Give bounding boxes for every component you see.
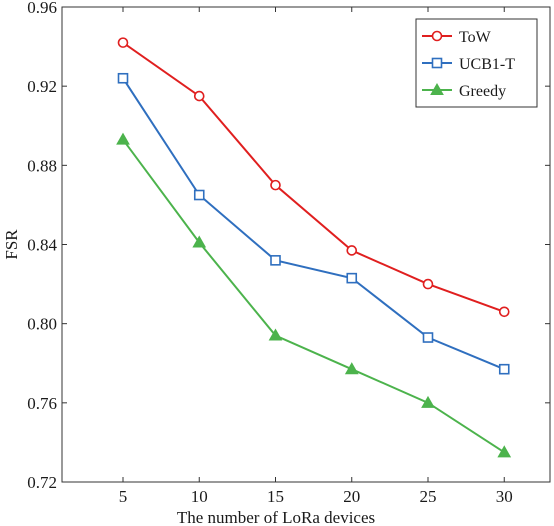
- data-point-tow: [498, 306, 510, 318]
- legend-label-tow: ToW: [459, 29, 492, 46]
- series-line-greedy: [122, 139, 505, 454]
- data-point-ucb1-t: [422, 332, 434, 343]
- x-tick-label: 5: [119, 487, 128, 506]
- y-tick-label: 0.84: [27, 236, 57, 255]
- data-point-ucb1-t: [498, 363, 510, 375]
- y-axis-title: FSR: [2, 229, 21, 260]
- legend-marker-tow: [431, 30, 443, 42]
- data-point-ucb1-t: [193, 189, 205, 201]
- y-tick-label: 0.88: [27, 156, 57, 175]
- y-tick-label: 0.72: [27, 473, 57, 492]
- y-tick-label: 0.76: [27, 394, 57, 413]
- x-tick-label: 20: [343, 487, 360, 506]
- y-tick-label: 0.96: [27, 0, 57, 17]
- x-tick-label: 15: [267, 487, 284, 506]
- data-point-tow: [346, 245, 358, 256]
- data-point-ucb1-t: [346, 272, 358, 284]
- data-point-ucb1-t: [117, 72, 129, 84]
- legend-label-greedy: Greedy: [459, 83, 506, 100]
- data-point-greedy: [192, 235, 207, 248]
- y-tick-label: 0.92: [27, 77, 57, 96]
- data-point-tow: [422, 278, 434, 290]
- data-point-tow: [270, 179, 281, 191]
- tick-marks: [62, 6, 550, 483]
- data-point-greedy: [268, 328, 283, 341]
- data-point-tow: [117, 37, 129, 48]
- data-point-greedy: [116, 132, 130, 145]
- x-tick-label: 10: [191, 487, 208, 506]
- legend-label-ucb1-t: UCB1-T: [459, 56, 515, 73]
- series-line-tow: [122, 41, 505, 313]
- legend-marker-greedy: [430, 82, 444, 95]
- data-point-greedy: [497, 445, 512, 458]
- x-axis-title: The number of LoRa devices: [177, 508, 375, 526]
- series-line-ucb1-t: [122, 77, 505, 371]
- legend: ToW UCB1-T Greedy: [415, 18, 538, 108]
- legend-marker-ucb1-t: [431, 57, 443, 69]
- y-tick-label: 0.80: [27, 315, 57, 334]
- x-tick-label: 25: [420, 487, 437, 506]
- data-point-greedy: [421, 395, 435, 408]
- data-point-tow: [193, 90, 205, 102]
- data-point-greedy: [344, 362, 359, 375]
- data-point-ucb1-t: [270, 255, 281, 266]
- series-lines: [116, 37, 512, 458]
- x-tick-label: 30: [496, 487, 513, 506]
